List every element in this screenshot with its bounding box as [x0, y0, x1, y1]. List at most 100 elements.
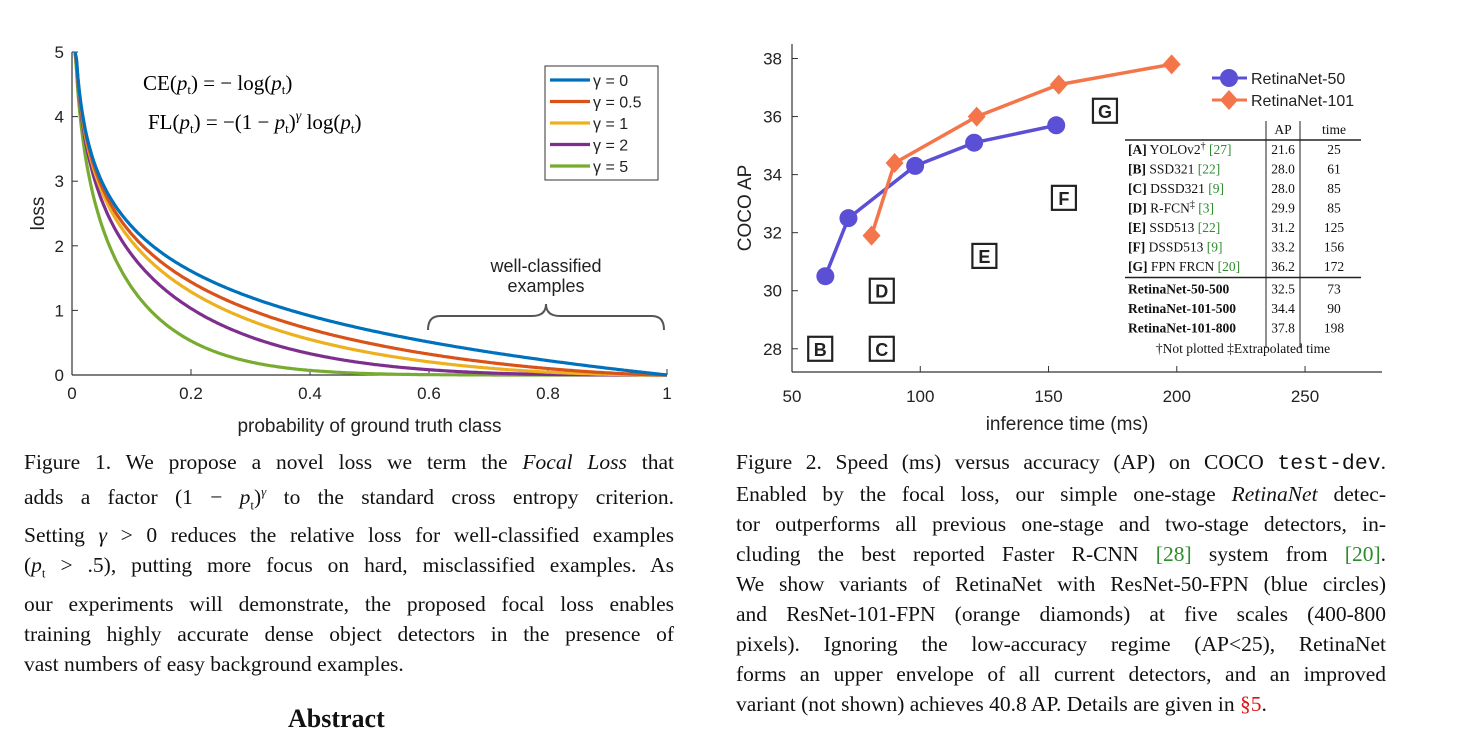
- loss-curve: [73, 51, 668, 377]
- table-row-name: [C] DSSD321 [9]: [1128, 181, 1224, 196]
- detector-letter: C: [875, 340, 888, 360]
- y-axis-label: COCO AP: [735, 165, 756, 252]
- legend-label: γ = 2: [593, 138, 628, 155]
- figure2-caption: Figure 2. Speed (ms) versus accuracy (AP…: [736, 447, 1386, 719]
- legend-label: γ = 1: [593, 116, 628, 133]
- legend-label: γ = 0: [593, 73, 628, 90]
- y-tick-label: 1: [55, 301, 64, 320]
- data-point-circle: [816, 267, 835, 286]
- loss-curve: [73, 51, 667, 377]
- caption1-line: Figure 1. We propose a novel loss we ter…: [24, 450, 674, 474]
- y-tick-label: 2: [55, 237, 64, 256]
- detector-box: [868, 277, 895, 304]
- legend-label: γ = 0.5: [593, 95, 642, 112]
- figure2-legend: RetinaNet-50 RetinaNet-101: [1212, 69, 1354, 110]
- annotation-line-1: well-classified: [489, 256, 601, 276]
- x-tick-label: 1: [662, 384, 671, 403]
- data-point-diamond: [885, 153, 904, 174]
- table-row-name: RetinaNet-50-500: [1128, 282, 1229, 297]
- loss-curve: [73, 51, 667, 377]
- x-tick-label: 0.2: [179, 384, 203, 403]
- ce-equation: CE(pt) = − log(pt): [143, 71, 292, 97]
- x-tick-label: 150: [1034, 387, 1062, 406]
- legend-marker: [1220, 90, 1238, 110]
- legend-label: γ = 5: [593, 159, 628, 176]
- y-tick-label: 3: [55, 172, 64, 191]
- table-cell-time: 156: [1324, 240, 1345, 255]
- x-tick-label: 100: [906, 387, 934, 406]
- data-point-circle: [839, 209, 858, 228]
- y-tick-label: 38: [763, 50, 782, 69]
- table-cell-ap: 33.2: [1271, 240, 1295, 255]
- figure1-equations: CE(pt) = − log(pt) FL(pt) = −(1 − pt)γ l…: [143, 71, 362, 136]
- y-tick-label: 32: [763, 224, 782, 243]
- x-tick-label: 0: [67, 384, 76, 403]
- table-row-name: [B] SSD321 [22]: [1128, 162, 1220, 177]
- table-row-name: [A] YOLOv2† [27]: [1128, 141, 1232, 157]
- caption1-line: our experiments will demonstrate, the pr…: [24, 591, 674, 616]
- table-row-name: [D] R-FCN‡ [3]: [1128, 200, 1214, 216]
- data-point-circle: [965, 133, 984, 152]
- detector-box: [1091, 97, 1119, 124]
- caption2-line: and ResNet-101-FPN (orange diamonds) at …: [736, 602, 1386, 626]
- detector-box: [971, 242, 998, 269]
- detector-letter: B: [814, 340, 827, 360]
- table-cell-ap: 31.2: [1271, 220, 1295, 235]
- detector-box: [868, 335, 895, 362]
- series-line: [823, 123, 1057, 277]
- caption1-line: training highly accurate dense object de…: [24, 621, 674, 646]
- well-classified-annotation: well-classified examples: [427, 256, 665, 331]
- legend-label: RetinaNet-50: [1251, 71, 1345, 88]
- table-cell-ap: 28.0: [1271, 181, 1295, 196]
- fl-equation: FL(pt) = −(1 − pt)γ log(pt): [148, 109, 362, 136]
- table-cell-time: 73: [1327, 282, 1341, 297]
- table-cell-ap: 34.4: [1271, 301, 1295, 316]
- table-cell-ap: 37.8: [1271, 321, 1295, 336]
- table-header: AP: [1274, 122, 1291, 137]
- detector-box: [1050, 184, 1078, 211]
- figure1-axes: 0 0.2 0.4 0.6 0.8 1 0 1 2 3 4 5 probability of groun…: [28, 43, 672, 437]
- caption2-line: Enabled by the focal loss, our simple on…: [736, 482, 1386, 506]
- table-cell-ap: 36.2: [1271, 259, 1295, 274]
- data-point-diamond: [967, 106, 986, 127]
- table-cell-ap: 21.6: [1271, 142, 1295, 157]
- figure2-axes: 50 100 150 200 250 28 30 32 34 36 38 inference time…: [735, 44, 1382, 435]
- x-tick-label: 250: [1291, 387, 1319, 406]
- x-tick-label: 0.8: [536, 384, 560, 403]
- y-tick-label: 34: [763, 166, 782, 185]
- data-point-circle: [906, 156, 925, 175]
- data-point-circle: [1047, 116, 1066, 135]
- caption2-line: We show variants of RetinaNet with ResNe…: [736, 572, 1386, 596]
- annotation-line-2: examples: [507, 276, 584, 296]
- detector-letter: G: [1098, 102, 1112, 122]
- legend-marker: [1220, 69, 1238, 87]
- table-cell-time: 125: [1324, 220, 1345, 235]
- figure2-lines: [816, 54, 1181, 286]
- table-cell-time: 85: [1327, 181, 1341, 196]
- caption2-line: Figure 2. Speed (ms) versus accuracy (AP…: [736, 450, 1386, 476]
- y-axis-label: loss: [28, 197, 49, 231]
- y-tick-label: 4: [55, 108, 64, 127]
- detector-letter: D: [875, 282, 888, 302]
- table-cell-ap: 29.9: [1271, 201, 1295, 216]
- data-point-diamond: [1162, 54, 1181, 75]
- table-cell-time: 90: [1327, 301, 1341, 316]
- x-tick-label: 50: [783, 387, 802, 406]
- figure1-caption: Figure 1. We propose a novel loss we ter…: [24, 447, 674, 679]
- caption1-line: adds a factor (1 − pt)γ to the standard …: [24, 484, 674, 513]
- data-point-diamond: [862, 225, 881, 246]
- x-tick-label: 200: [1163, 387, 1191, 406]
- data-point-diamond: [1049, 74, 1068, 95]
- table-cell-ap: 32.5: [1271, 282, 1295, 297]
- series-line: [869, 62, 1173, 237]
- caption2-line: tor outperforms all previous one-stage a…: [736, 512, 1386, 536]
- x-axis-label: probability of ground truth class: [237, 416, 501, 437]
- table-row-name: [G] FPN FRCN [20]: [1128, 259, 1240, 274]
- figure2-table: AP time [A] YOLOv2† [27] 21.6 25 [B] SSD321 […: [1125, 121, 1361, 356]
- figure1-lines: [73, 51, 668, 377]
- abstract-heading: Abstract: [288, 704, 385, 733]
- table-cell-time: 25: [1327, 142, 1341, 157]
- x-tick-label: 0.6: [417, 384, 441, 403]
- loss-curve: [73, 51, 667, 377]
- table-cell-time: 61: [1327, 162, 1341, 177]
